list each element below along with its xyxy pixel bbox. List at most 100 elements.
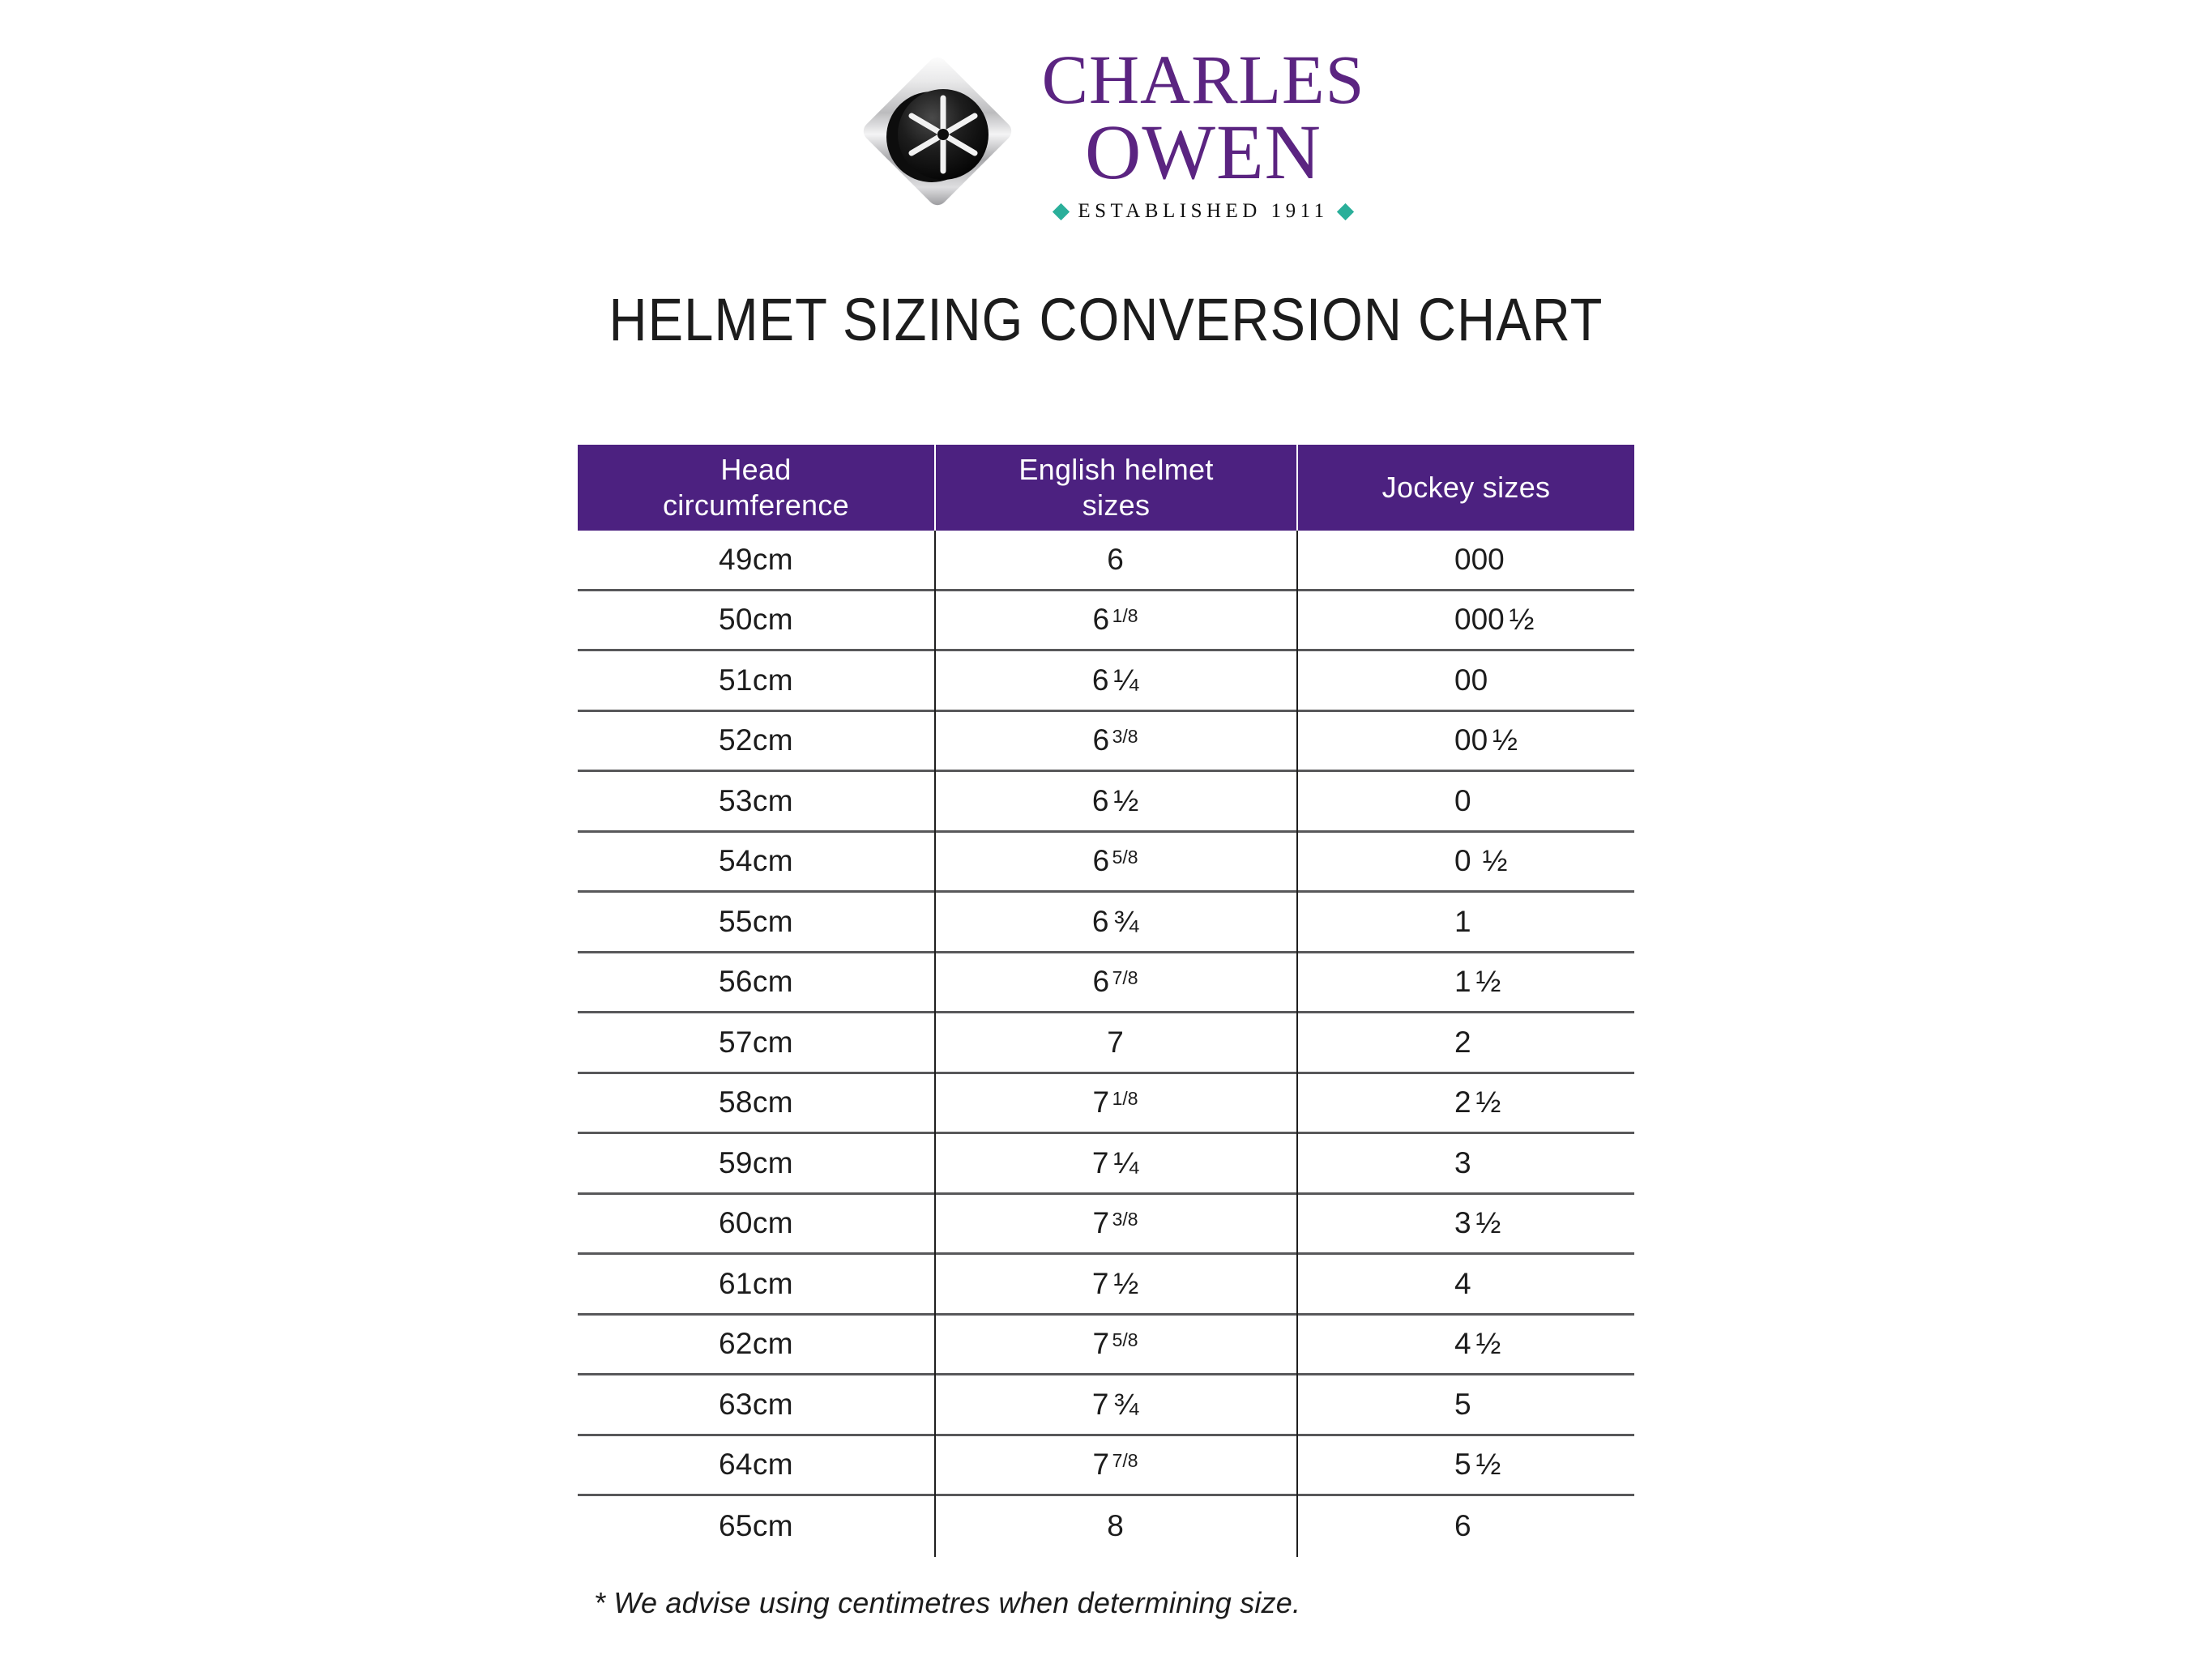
size-fraction: ½ — [1492, 723, 1518, 757]
size-value: 2 — [1454, 1026, 1471, 1060]
table-row: 59cm 7 ¼ 3 — [578, 1134, 1634, 1195]
table-row: 58cm 7 1/8 2 ½ — [578, 1074, 1634, 1134]
size-whole: 4 — [1454, 1327, 1471, 1361]
size-whole: 6 — [1454, 1509, 1471, 1543]
size-fraction: 7/8 — [1112, 966, 1138, 988]
size-value: 7 3/8 — [1092, 1206, 1138, 1240]
size-whole: 6 — [1092, 844, 1110, 878]
table-row: 56cm 6 7/8 1 ½ — [578, 953, 1634, 1013]
size-whole: 6 — [1092, 965, 1110, 999]
size-whole: 000 — [1454, 603, 1505, 637]
size-value: 6 — [1107, 543, 1124, 577]
size-whole: 000 — [1454, 542, 1505, 576]
size-whole: 3 — [1454, 1145, 1471, 1179]
cell-head-circumference: 54cm — [718, 844, 794, 878]
brand-name-line-2: OWEN — [1085, 108, 1322, 195]
size-value: 5 — [1454, 1388, 1471, 1422]
size-whole: 7 — [1092, 1085, 1110, 1120]
size-fraction: 1/8 — [1112, 604, 1138, 626]
size-value: 6 1/8 — [1092, 603, 1138, 637]
size-fraction: ½ — [1509, 603, 1535, 637]
cell-jockey-size: 6 — [1296, 1496, 1634, 1557]
size-fraction: ¾ — [1113, 904, 1139, 938]
size-fraction: ½ — [1475, 1206, 1501, 1240]
cell-english-helmet-size: 6 5/8 — [934, 833, 1296, 891]
size-whole: 00 — [1454, 723, 1488, 757]
cell-jockey-size: 2 — [1296, 1013, 1634, 1072]
size-whole: 6 — [1091, 783, 1109, 817]
established-row: ESTABLISHED 1911 — [1053, 200, 1354, 223]
size-fraction: ½ — [1475, 1327, 1501, 1361]
size-fraction: ½ — [1475, 965, 1501, 999]
size-value: 4 — [1454, 1267, 1471, 1301]
cell-jockey-size: 000 — [1296, 531, 1634, 589]
logo-inner: CHARLES OWEN ESTABLISHED 1911 — [848, 39, 1365, 223]
cell-head-circumference: 55cm — [718, 904, 794, 938]
size-value: 000 ½ — [1454, 603, 1535, 637]
column-header-english-helmet-sizes: English helmet sizes — [934, 445, 1296, 531]
cell-jockey-size: 000 ½ — [1296, 591, 1634, 650]
table-row: 54cm 6 5/8 0 ½ — [578, 833, 1634, 893]
cell-english-helmet-size: 7 7/8 — [934, 1436, 1296, 1495]
cell-english-helmet-size: 6 1/8 — [934, 591, 1296, 650]
size-whole: 5 — [1454, 1448, 1471, 1482]
cell-head-circumference: 60cm — [718, 1206, 794, 1240]
cell-jockey-size: 3 — [1296, 1134, 1634, 1192]
size-fraction: ½ — [1113, 1266, 1139, 1300]
size-whole: 7 — [1091, 1387, 1109, 1421]
cell-jockey-size: 4 — [1296, 1255, 1634, 1313]
size-value: 00 — [1454, 663, 1488, 697]
cell-jockey-size: 1 — [1296, 893, 1634, 951]
table-row: 61cm 7 ½ 4 — [578, 1255, 1634, 1316]
size-value: 7 1/8 — [1092, 1085, 1138, 1120]
charles-owen-diamond-emblem-icon — [848, 41, 1027, 221]
column-header-line: circumference — [663, 488, 849, 522]
size-fraction: ½ — [1113, 783, 1139, 817]
cell-english-helmet-size: 6 — [934, 531, 1296, 589]
cell-english-helmet-size: 7 — [934, 1013, 1296, 1072]
size-fraction: 7/8 — [1112, 1449, 1138, 1471]
cell-head-circumference: 61cm — [718, 1266, 794, 1300]
column-header-line: English helmet — [1018, 453, 1214, 487]
table-row: 65cm 8 6 — [578, 1496, 1634, 1557]
size-value: 7 5/8 — [1092, 1327, 1138, 1361]
size-fraction: 3/8 — [1112, 725, 1138, 747]
size-whole: 2 — [1454, 1025, 1471, 1059]
column-header-line: Head — [720, 453, 792, 487]
column-header-line: Jockey sizes — [1381, 471, 1551, 505]
size-value: 6 5/8 — [1092, 844, 1138, 878]
size-value: 6 — [1454, 1509, 1471, 1543]
cell-head-circumference: 63cm — [718, 1387, 794, 1421]
cell-head-circumference: 65cm — [718, 1509, 794, 1543]
cell-head-circumference: 53cm — [718, 783, 794, 817]
column-header-line: sizes — [1082, 488, 1151, 522]
size-whole: 4 — [1454, 1266, 1471, 1300]
size-whole: 2 — [1454, 1085, 1471, 1120]
footnote-advice: * We advise using centimetres when deter… — [594, 1586, 1301, 1619]
cell-head-circumference: 49cm — [718, 542, 794, 576]
size-value: 3 — [1454, 1146, 1471, 1180]
size-fraction: 1/8 — [1112, 1087, 1138, 1109]
size-fraction: ¾ — [1113, 1387, 1139, 1421]
table-row: 53cm 6 ½ 0 — [578, 772, 1634, 833]
table-row: 55cm 6 ¾ 1 — [578, 893, 1634, 953]
size-value: 00 ½ — [1454, 723, 1518, 757]
size-whole: 7 — [1091, 1145, 1109, 1179]
size-whole: 1 — [1454, 965, 1471, 999]
size-fraction: ½ — [1482, 844, 1508, 878]
cell-jockey-size: 0 — [1296, 772, 1634, 830]
size-whole: 7 — [1092, 1206, 1110, 1240]
table-row: 49cm 6 000 — [578, 531, 1634, 591]
